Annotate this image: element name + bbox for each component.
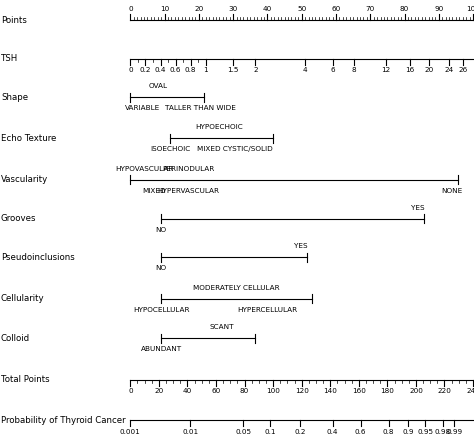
Text: 0: 0 [128,388,133,394]
Text: 0: 0 [128,67,133,73]
Text: TALLER THAN WIDE: TALLER THAN WIDE [165,105,236,111]
Text: 0.6: 0.6 [170,67,182,73]
Text: 70: 70 [365,6,375,12]
Text: 8: 8 [352,67,356,73]
Text: 20: 20 [194,6,203,12]
Text: 24: 24 [445,67,454,73]
Text: 20: 20 [154,388,164,394]
Text: HYPERVASCULAR: HYPERVASCULAR [158,188,219,194]
Text: 0.6: 0.6 [355,429,366,434]
Text: MIXED CYSTIC/SOLID: MIXED CYSTIC/SOLID [197,146,273,152]
Text: Echo Texture: Echo Texture [1,134,56,143]
Text: 0.8: 0.8 [383,429,394,434]
Text: Total Points: Total Points [1,376,50,384]
Text: 0.05: 0.05 [236,429,252,434]
Text: 0.001: 0.001 [120,429,141,434]
Text: 100: 100 [466,6,474,12]
Text: SCANT: SCANT [210,324,235,330]
Text: 0: 0 [128,6,133,12]
Text: 12: 12 [381,67,390,73]
Text: 0.98: 0.98 [435,429,451,434]
Text: HYPOCELLULAR: HYPOCELLULAR [133,307,190,313]
Text: Cellularity: Cellularity [1,294,45,303]
Text: 6: 6 [330,67,335,73]
Text: 80: 80 [400,6,409,12]
Text: 2: 2 [253,67,258,73]
Text: 220: 220 [438,388,451,394]
Text: MIXED: MIXED [142,188,165,194]
Text: HYPOVASCULAR: HYPOVASCULAR [115,166,173,172]
Text: 20: 20 [425,67,434,73]
Text: ISOECHOIC: ISOECHOIC [151,146,191,152]
Text: HYPOECHOIC: HYPOECHOIC [195,124,243,130]
Text: 60: 60 [331,6,341,12]
Text: 160: 160 [352,388,366,394]
Text: 80: 80 [240,388,249,394]
Text: Probability of Thyroid Cancer: Probability of Thyroid Cancer [1,416,126,425]
Text: 0.2: 0.2 [294,429,306,434]
Text: 180: 180 [381,388,394,394]
Text: NO: NO [155,265,167,271]
Text: 0.2: 0.2 [140,67,151,73]
Text: 200: 200 [409,388,423,394]
Text: 140: 140 [323,388,337,394]
Text: 0.4: 0.4 [327,429,338,434]
Text: 60: 60 [211,388,221,394]
Text: ABUNDANT: ABUNDANT [141,346,182,352]
Text: 10: 10 [160,6,169,12]
Text: 120: 120 [295,388,309,394]
Text: Grooves: Grooves [1,214,36,223]
Text: NO: NO [155,227,167,232]
Text: HYPERCELLULAR: HYPERCELLULAR [237,307,298,313]
Text: PERINODULAR: PERINODULAR [163,166,215,172]
Text: 0.8: 0.8 [185,67,196,73]
Text: 0.9: 0.9 [402,429,414,434]
Text: 100: 100 [266,388,280,394]
Text: Colloid: Colloid [1,334,30,343]
Text: NONE: NONE [441,188,463,194]
Text: 50: 50 [297,6,306,12]
Text: Vascularity: Vascularity [1,175,48,184]
Text: 4: 4 [303,67,308,73]
Text: Shape: Shape [1,93,28,102]
Text: Points: Points [1,16,27,25]
Text: 16: 16 [405,67,414,73]
Text: 40: 40 [183,388,192,394]
Text: 1: 1 [203,67,208,73]
Text: 26: 26 [458,67,467,73]
Text: 0.99: 0.99 [446,429,462,434]
Text: 40: 40 [263,6,272,12]
Text: 30: 30 [228,6,238,12]
Text: 240: 240 [466,388,474,394]
Text: 0.1: 0.1 [264,429,276,434]
Text: YES: YES [411,205,425,211]
Text: OVAL: OVAL [148,83,167,89]
Text: 90: 90 [434,6,443,12]
Text: 1.5: 1.5 [228,67,239,73]
Text: MODERATELY CELLULAR: MODERATELY CELLULAR [193,285,280,291]
Text: VARIABLE: VARIABLE [125,105,160,111]
Text: 0.4: 0.4 [155,67,166,73]
Text: 0.01: 0.01 [182,429,199,434]
Text: Pseudoinclusions: Pseudoinclusions [1,253,75,262]
Text: 0.95: 0.95 [417,429,433,434]
Text: TSH: TSH [1,54,18,63]
Text: YES: YES [294,244,308,249]
